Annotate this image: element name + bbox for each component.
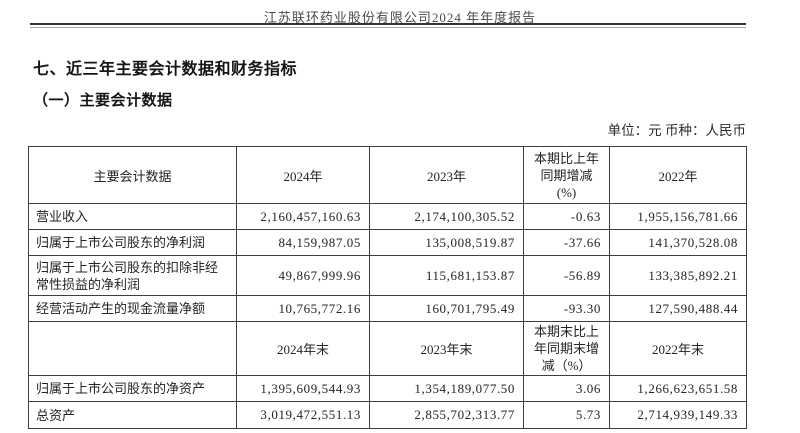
cell-change-value: -0.63 <box>523 203 610 230</box>
table-row-net-profit-excl-nonrecurring: 归属于上市公司股东的扣除非经常性损益的净利润 49,867,999.96 115… <box>28 255 747 296</box>
column-header-2022-end: 2022年末 <box>609 321 747 376</box>
table-row-total-assets: 总资产 3,019,472,551.13 2,855,702,313.77 5.… <box>28 401 747 429</box>
row-label: 归属于上市公司股东的扣除非经常性损益的净利润 <box>28 255 237 296</box>
table-row-operating-cash-flow: 经营活动产生的现金流量净额 10,765,772.16 160,701,795.… <box>28 295 747 322</box>
cell-change-value: -37.66 <box>523 229 610 256</box>
cell-2022-value: 133,385,892.21 <box>609 255 747 296</box>
row-label: 归属于上市公司股东的净利润 <box>28 229 237 256</box>
row-label: 归属于上市公司股东的净资产 <box>28 375 237 402</box>
key-accounting-data-table: 主要会计数据 2024年 2023年 本期比上年 同期增减 (%) 2022年 … <box>28 146 747 429</box>
table-header-row-annual: 主要会计数据 2024年 2023年 本期比上年 同期增减 (%) 2022年 <box>28 146 747 204</box>
column-header-2022: 2022年 <box>609 146 747 204</box>
column-header-yoy-change: 本期比上年 同期增减 (%) <box>523 146 610 204</box>
cell-2023-value: 1,354,189,077.50 <box>369 375 524 402</box>
cell-2023-value: 2,855,702,313.77 <box>369 401 524 429</box>
cell-2024-value: 2,160,457,160.63 <box>236 203 370 230</box>
column-header-2023-end: 2023年末 <box>369 321 524 376</box>
row-label: 总资产 <box>28 401 237 429</box>
cell-2022-value: 2,714,939,149.33 <box>609 401 747 429</box>
cell-2024-value: 3,019,472,551.13 <box>236 401 370 429</box>
column-header-2024: 2024年 <box>236 146 370 204</box>
cell-2024-value: 84,159,987.05 <box>236 229 370 256</box>
column-header-end-change: 本期末比上 年同期末增 减（%） <box>523 321 610 376</box>
unit-currency-note: 单位：元 币种：人民币 <box>607 123 746 138</box>
cell-change-value: -56.89 <box>523 255 610 296</box>
table-header-row-period-end: 2024年末 2023年末 本期末比上 年同期末增 减（%） 2022年末 <box>28 321 747 376</box>
cell-2023-value: 2,174,100,305.52 <box>369 203 524 230</box>
cell-2022-value: 1,955,156,781.66 <box>609 203 747 230</box>
table-row-net-assets: 归属于上市公司股东的净资产 1,395,609,544.93 1,354,189… <box>28 375 747 402</box>
row-label: 经营活动产生的现金流量净额 <box>28 295 237 322</box>
cell-2022-value: 127,590,488.44 <box>609 295 747 322</box>
section-heading: 七、近三年主要会计数据和财务指标 <box>33 61 298 78</box>
page-header-rule <box>30 23 746 28</box>
cell-2024-value: 1,395,609,544.93 <box>236 375 370 402</box>
cell-2022-value: 1,266,623,651.58 <box>609 375 747 402</box>
table-row-net-profit: 归属于上市公司股东的净利润 84,159,987.05 135,008,519.… <box>28 229 747 256</box>
cell-2023-value: 135,008,519.87 <box>369 229 524 256</box>
table-row-operating-revenue: 营业收入 2,160,457,160.63 2,174,100,305.52 -… <box>28 203 747 230</box>
row-label: 营业收入 <box>28 203 237 230</box>
cell-2023-value: 160,701,795.49 <box>369 295 524 322</box>
column-header-2023: 2023年 <box>369 146 524 204</box>
column-header-metric: 主要会计数据 <box>28 146 237 204</box>
cell-2024-value: 49,867,999.96 <box>236 255 370 296</box>
cell-2023-value: 115,681,153.87 <box>369 255 524 296</box>
cell-change-value: 3.06 <box>523 375 610 402</box>
section-subheading: （一）主要会计数据 <box>33 92 173 109</box>
cell-change-value: -93.30 <box>523 295 610 322</box>
page-header: 江苏联环药业股份有限公司2024 年年度报告 <box>0 0 800 28</box>
cell-2022-value: 141,370,528.08 <box>609 229 747 256</box>
cell-2024-value: 10,765,772.16 <box>236 295 370 322</box>
cell-change-value: 5.73 <box>523 401 610 429</box>
column-header-blank <box>28 321 237 376</box>
page-header-title: 江苏联环药业股份有限公司2024 年年度报告 <box>263 10 537 25</box>
column-header-2024-end: 2024年末 <box>236 321 370 376</box>
